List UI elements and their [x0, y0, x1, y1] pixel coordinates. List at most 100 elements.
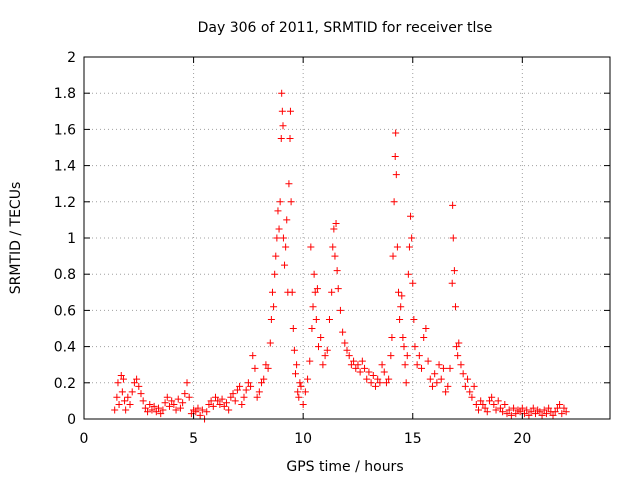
data-point	[238, 401, 246, 409]
y-tick-label: 0.2	[54, 376, 76, 392]
data-point	[176, 404, 184, 412]
data-point	[464, 375, 472, 383]
data-point	[309, 303, 317, 311]
data-point	[437, 375, 445, 383]
data-point	[405, 243, 413, 251]
data-point	[113, 393, 121, 401]
data-point	[479, 401, 487, 409]
data-point	[279, 122, 287, 130]
data-point	[418, 364, 426, 372]
data-point	[294, 388, 302, 396]
data-point	[444, 382, 452, 390]
data-point	[299, 401, 307, 409]
data-point	[236, 382, 244, 390]
data-point	[293, 361, 301, 369]
data-point	[121, 397, 129, 405]
x-tick-label: 20	[513, 431, 531, 447]
data-point	[545, 404, 553, 412]
data-point	[220, 402, 228, 410]
data-point	[475, 406, 482, 414]
data-point	[240, 393, 248, 401]
data-point	[347, 361, 355, 369]
data-point	[499, 408, 507, 416]
data-point	[273, 234, 281, 242]
data-point	[144, 408, 152, 416]
data-point	[266, 339, 274, 347]
data-point	[227, 393, 235, 401]
points-layer	[111, 89, 570, 423]
data-point	[389, 252, 397, 260]
data-point	[203, 408, 211, 416]
plot-frame	[83, 56, 611, 420]
data-point	[356, 368, 364, 376]
data-point	[333, 267, 341, 275]
data-point	[525, 411, 533, 419]
data-point	[244, 379, 252, 387]
data-point	[307, 243, 315, 251]
data-point	[424, 357, 432, 365]
data-point	[450, 267, 458, 275]
data-point	[408, 234, 416, 242]
data-point	[306, 357, 314, 365]
y-tick-label: 0	[67, 412, 76, 428]
data-point	[466, 388, 474, 396]
data-point	[276, 198, 284, 206]
data-point	[457, 361, 465, 369]
data-point	[409, 279, 417, 287]
data-point	[170, 401, 178, 409]
data-point	[192, 408, 200, 416]
data-point	[119, 375, 127, 383]
data-point	[271, 270, 279, 278]
data-point	[553, 404, 561, 412]
data-point	[274, 207, 282, 215]
data-point	[446, 364, 454, 372]
data-point	[390, 198, 398, 206]
data-point	[397, 303, 405, 311]
data-point	[560, 404, 568, 412]
data-point	[401, 361, 409, 369]
data-point	[410, 315, 418, 323]
data-point	[451, 303, 459, 311]
data-point	[137, 390, 145, 398]
data-point	[229, 390, 237, 398]
data-point	[260, 375, 268, 383]
data-point	[503, 410, 511, 418]
data-point	[124, 393, 132, 401]
data-point	[331, 252, 339, 260]
data-point	[392, 171, 400, 179]
data-point	[442, 388, 450, 396]
data-point	[196, 411, 204, 419]
data-point	[310, 270, 318, 278]
data-point	[455, 339, 463, 347]
data-point	[385, 375, 393, 383]
data-point	[152, 408, 160, 416]
data-point	[512, 410, 520, 418]
data-point	[111, 406, 119, 414]
data-point	[311, 288, 319, 296]
data-point	[114, 379, 122, 387]
data-point	[341, 339, 349, 347]
data-point	[332, 220, 340, 228]
data-point	[395, 288, 403, 296]
data-point	[422, 325, 430, 332]
data-point	[485, 397, 493, 405]
y-tick-label: 0.4	[54, 340, 76, 356]
data-point	[391, 153, 399, 161]
data-point	[507, 411, 515, 419]
data-point	[286, 107, 294, 115]
data-point	[185, 393, 193, 401]
data-point	[376, 379, 384, 387]
data-point	[253, 393, 261, 401]
data-point	[490, 401, 498, 409]
data-point	[392, 129, 400, 137]
data-point	[470, 382, 478, 390]
data-point	[481, 404, 489, 412]
data-point	[155, 404, 163, 412]
data-point	[354, 361, 362, 369]
data-point	[222, 399, 230, 407]
data-point	[130, 379, 138, 387]
data-point	[179, 399, 187, 407]
data-point	[209, 402, 217, 410]
data-point	[279, 234, 287, 242]
data-point	[453, 343, 461, 351]
